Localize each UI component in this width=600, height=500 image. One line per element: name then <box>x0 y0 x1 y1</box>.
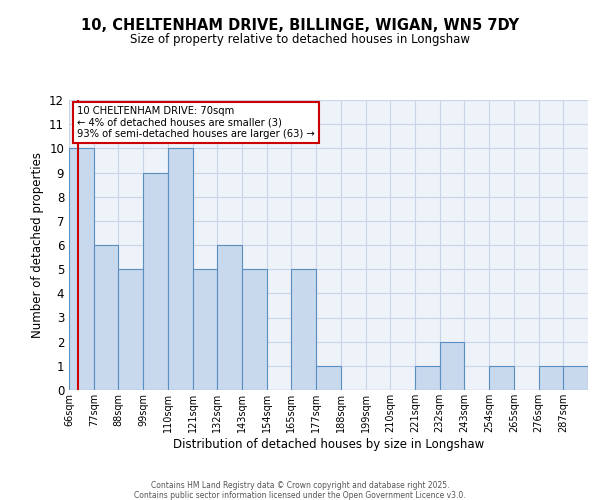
Bar <box>489 366 514 390</box>
Bar <box>69 148 94 390</box>
Bar <box>440 342 464 390</box>
Text: 10 CHELTENHAM DRIVE: 70sqm
← 4% of detached houses are smaller (3)
93% of semi-d: 10 CHELTENHAM DRIVE: 70sqm ← 4% of detac… <box>77 106 314 139</box>
Bar <box>292 269 316 390</box>
Text: Size of property relative to detached houses in Longshaw: Size of property relative to detached ho… <box>130 32 470 46</box>
Bar <box>563 366 588 390</box>
Bar <box>217 245 242 390</box>
Bar <box>118 269 143 390</box>
Y-axis label: Number of detached properties: Number of detached properties <box>31 152 44 338</box>
Bar <box>415 366 440 390</box>
Text: Contains HM Land Registry data © Crown copyright and database right 2025.: Contains HM Land Registry data © Crown c… <box>151 481 449 490</box>
X-axis label: Distribution of detached houses by size in Longshaw: Distribution of detached houses by size … <box>173 438 484 450</box>
Bar <box>143 172 168 390</box>
Bar <box>242 269 267 390</box>
Bar <box>316 366 341 390</box>
Bar <box>94 245 118 390</box>
Text: 10, CHELTENHAM DRIVE, BILLINGE, WIGAN, WN5 7DY: 10, CHELTENHAM DRIVE, BILLINGE, WIGAN, W… <box>81 18 519 32</box>
Bar <box>168 148 193 390</box>
Text: Contains public sector information licensed under the Open Government Licence v3: Contains public sector information licen… <box>134 491 466 500</box>
Bar <box>193 269 217 390</box>
Bar <box>539 366 563 390</box>
